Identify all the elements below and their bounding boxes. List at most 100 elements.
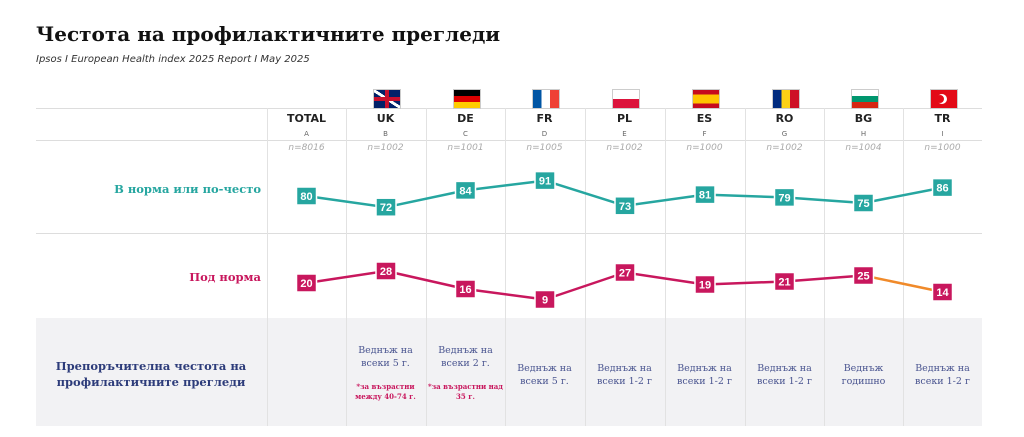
column-letter: C [463,130,468,138]
recommendation-text: Веднъж на всеки 1-2 г [915,363,970,387]
sample-size: n=1002 [766,143,803,153]
data-point: 73 [614,196,636,216]
column-code: FR [536,112,553,125]
series-segment [863,274,943,294]
series-segment [544,179,626,207]
recommendation-text: Веднъж годишно [841,363,886,387]
recommendation-text: Веднъж на всеки 1-2 г [677,363,732,387]
data-label: 75 [857,198,869,210]
data-label: 16 [459,284,471,296]
flag-pl-icon [612,89,640,109]
series-segment [624,271,706,286]
column-divider [745,108,746,426]
sample-size: n=1000 [924,143,961,153]
data-label: 81 [699,190,711,202]
sample-size: n=1005 [526,143,563,153]
flag-fr-icon [532,89,560,109]
sample-size: n=1000 [686,143,723,153]
data-point: 80 [295,186,318,206]
column-letter: D [541,130,548,138]
divider [36,233,982,234]
recommendation-text: Веднъж на всеки 5 г. [517,363,572,387]
column-letter: H [860,130,867,138]
column-divider [346,108,347,426]
data-point: 14 [931,282,954,302]
flag-uk-icon [373,89,401,109]
data-point: 72 [375,197,397,217]
data-label: 80 [300,191,312,203]
divider [36,108,982,109]
series-segment [465,179,546,192]
data-point: 75 [852,193,875,213]
column-letter: B [383,130,388,138]
data-point: 84 [454,180,477,201]
series-segment [306,194,387,209]
data-label: 19 [699,280,711,292]
data-point: 91 [534,170,556,191]
flag-es-icon [692,89,720,109]
sample-size: n=1004 [845,143,882,153]
data-label: 86 [936,183,948,195]
data-point: 25 [852,265,875,286]
series-label-below: Под норма [189,270,261,284]
series-segment [624,193,706,208]
recommendation-text: Веднъж на всеки 2 г. [438,345,493,369]
recommendation-note: *за възрастни над 35 г. [428,382,503,401]
recommendation-note: *за възрастни между 40-74 г. [355,382,416,401]
divider [36,140,982,141]
data-point: 20 [295,273,318,293]
data-point: 9 [534,289,556,310]
column-code: TOTAL [286,112,327,125]
column-code: ES [696,112,713,125]
data-label: 27 [619,268,631,280]
data-point: 16 [454,279,477,299]
data-label: 79 [778,192,790,204]
series-segment [465,287,546,301]
column-letter: G [781,130,788,138]
sample-size: n=1002 [606,143,643,153]
data-point: 86 [931,177,954,198]
recommendation-label: Препоръчителна честота на профилактичнит… [55,359,247,389]
column-code: DE [457,112,474,125]
column-code: TR [934,112,951,125]
data-point: 28 [375,261,397,281]
data-label: 28 [380,266,392,278]
column-divider [903,108,904,426]
data-label: 20 [300,278,312,290]
flag-bg-icon [851,89,879,109]
flag-tr-icon [930,89,958,109]
series-segment [704,193,785,199]
data-label: 73 [619,201,631,213]
series-segment [306,269,387,285]
series-segment [704,280,785,286]
page-title: Честота на профилактичните прегледи [36,22,501,46]
recommendation-text: Веднъж на всеки 5 г. [358,345,413,369]
sample-size: n=1001 [447,143,484,153]
series-segment [385,269,466,291]
data-label: 84 [459,185,472,197]
series-segment [385,189,466,209]
series-segment [784,196,864,205]
column-divider [585,108,586,426]
column-code: RO [775,112,794,125]
column-letter: E [622,130,627,138]
series-label-normal: В норма или по-често [114,182,261,196]
column-letter: F [702,130,707,138]
column-divider [665,108,666,426]
column-letter: I [941,130,944,138]
sample-size: n=8016 [288,143,325,153]
column-divider [426,108,427,426]
recommendation-text: Веднъж на всеки 1-2 г [757,363,812,387]
recommendation-text: Веднъж на всеки 1-2 г [597,363,652,387]
data-label: 14 [936,287,949,299]
column-divider [505,108,506,426]
data-label: 25 [857,271,869,283]
column-code: UK [376,112,395,125]
data-point: 21 [773,271,796,292]
flag-ro-icon [772,89,800,109]
series-segment [544,271,626,301]
data-label: 21 [778,277,790,289]
data-point: 79 [773,187,796,208]
